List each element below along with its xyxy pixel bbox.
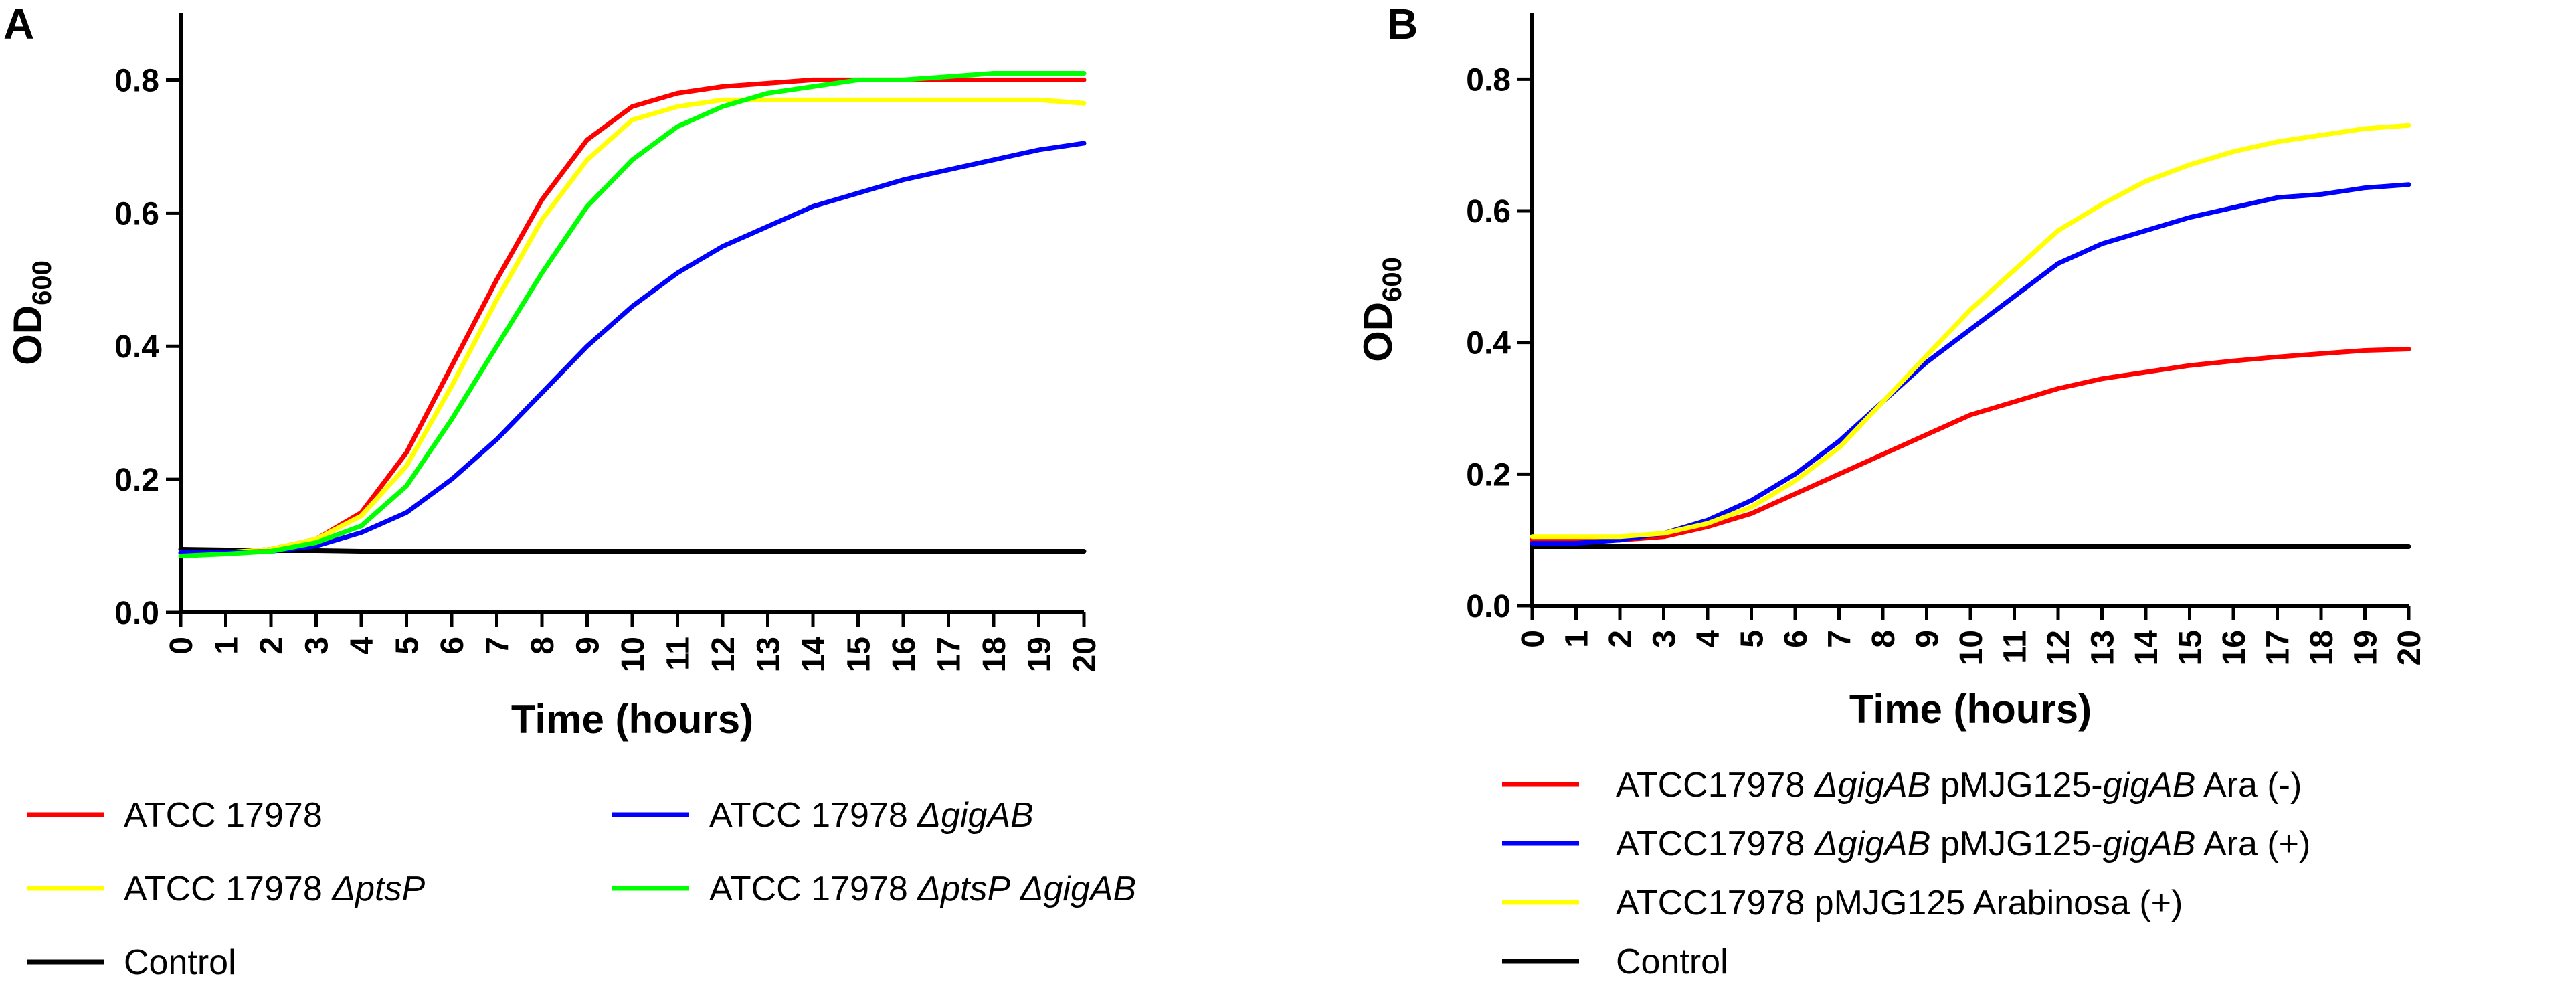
series-line-atcc-17978 <box>178 77 1087 555</box>
series-line-atcc-17978-delta-ptsp-delta-gigab <box>178 71 1087 558</box>
x-tick-label: 3 <box>300 637 335 655</box>
series-line-atcc17978-delta-gigab-pmjg125-gigab-ara <box>1530 347 2411 543</box>
y-tick-label: 0.4 <box>114 329 159 365</box>
y-axis-title: OD600 <box>5 260 57 365</box>
series-line-control <box>178 547 1087 554</box>
x-tick-label: 17 <box>2261 630 2296 665</box>
x-tick-label: 11 <box>661 637 697 671</box>
x-tick-label: 8 <box>1866 630 1902 648</box>
legend-label-atcc-17978-delta-gigab: ATCC 17978 ΔgigAB <box>709 796 1034 835</box>
series-line-atcc-17978-delta-ptsp <box>178 97 1087 555</box>
y-tick-label: 0.8 <box>114 63 159 98</box>
y-tick-label: 0.6 <box>1466 194 1511 230</box>
x-tick-label: 0 <box>1515 630 1551 648</box>
x-tick-label: 14 <box>796 637 832 673</box>
panel-a: A0.00.20.40.60.80 1 2 3 4 5 6 7 8 9 10 11 12 13 14 15 16… <box>3 0 1136 982</box>
y-tick-label: 0.2 <box>114 463 159 498</box>
x-tick-label: 0 <box>164 637 199 655</box>
x-tick-label: 4 <box>1691 630 1726 648</box>
y-tick-label: 0.6 <box>114 196 159 232</box>
legend-label-control: Control <box>1616 942 1728 981</box>
x-tick-label: 16 <box>2217 630 2252 665</box>
series-line-atcc17978-pmjg125-arabinosa <box>1530 122 2411 540</box>
x-tick-label: 10 <box>1954 630 1989 665</box>
panel-label: B <box>1387 0 1418 48</box>
x-tick-label: 9 <box>1910 630 1946 648</box>
x-tick-label: 13 <box>751 637 787 672</box>
x-tick-label: 7 <box>1823 630 1858 648</box>
legend-label-atcc-17978-delta-ptsp: ATCC 17978 ΔptsP <box>124 869 425 908</box>
x-tick-label: 18 <box>977 637 1012 672</box>
legend-label-atcc-17978: ATCC 17978 <box>124 796 323 835</box>
y-tick-label: 0.8 <box>1466 62 1511 98</box>
legend-label-control: Control <box>124 943 236 982</box>
x-tick-label: 12 <box>706 637 741 672</box>
x-tick-label: 18 <box>2304 630 2340 665</box>
x-tick-label: 17 <box>932 637 968 672</box>
x-tick-label: 8 <box>525 637 561 655</box>
y-tick-label: 0.0 <box>1466 589 1511 625</box>
x-tick-label: 2 <box>254 637 290 655</box>
x-tick-label: 15 <box>842 637 877 672</box>
x-tick-label: 13 <box>2086 630 2121 665</box>
x-tick-label: 19 <box>1022 637 1058 672</box>
legend-label-atcc17978-pmjg125-arabinosa: ATCC17978 pMJG125 Arabinosa (+) <box>1616 884 2183 922</box>
y-tick-label: 0.2 <box>1466 457 1511 493</box>
x-tick-label: 5 <box>390 637 426 655</box>
legend-label-atcc-17978-delta-ptsp-delta-gigab: ATCC 17978 ΔptsP ΔgigAB <box>709 869 1136 908</box>
panel-b: B0.00.20.40.60.80 1 2 3 4 5 6 7 8 9 10 11 12 13 14 15 16… <box>1356 0 2427 981</box>
x-tick-label: 6 <box>1778 630 1814 648</box>
x-tick-label: 14 <box>2129 630 2165 666</box>
x-tick-label: 9 <box>571 637 606 655</box>
series-line-atcc17978-delta-gigab-pmjg125-gigab-ara <box>1530 182 2411 546</box>
panel-label: A <box>3 0 34 48</box>
y-axis-title: OD600 <box>1356 257 1407 362</box>
x-tick-label: 3 <box>1647 630 1683 648</box>
x-tick-label: 7 <box>480 637 516 655</box>
x-tick-label: 12 <box>2041 630 2077 665</box>
x-tick-label: 1 <box>1560 630 1595 648</box>
x-tick-label: 10 <box>616 637 651 672</box>
x-tick-label: 15 <box>2173 630 2209 665</box>
x-tick-label: 19 <box>2349 630 2384 665</box>
legend-label-atcc17978-delta-gigab-pmjg125-gigab-ara: ATCC17978 ΔgigAB pMJG125-gigAB Ara (-) <box>1616 766 2302 805</box>
x-axis-title: Time (hours) <box>511 697 753 742</box>
x-tick-label: 11 <box>1998 630 2033 664</box>
y-tick-label: 0.0 <box>114 596 159 631</box>
x-axis-title: Time (hours) <box>1849 687 2092 732</box>
x-tick-label: 2 <box>1603 630 1639 648</box>
x-tick-label: 1 <box>209 637 245 655</box>
x-tick-label: 16 <box>887 637 922 672</box>
x-tick-label: 20 <box>1067 637 1103 672</box>
legend-label-atcc17978-delta-gigab-pmjg125-gigab-ara: ATCC17978 ΔgigAB pMJG125-gigAB Ara (+) <box>1616 825 2310 863</box>
x-tick-label: 5 <box>1735 630 1770 648</box>
y-tick-label: 0.4 <box>1466 326 1511 361</box>
x-tick-label: 6 <box>435 637 470 655</box>
x-tick-label: 20 <box>2392 630 2427 665</box>
series-line-atcc-17978-delta-gigab <box>178 141 1087 555</box>
x-tick-label: 4 <box>345 637 380 655</box>
